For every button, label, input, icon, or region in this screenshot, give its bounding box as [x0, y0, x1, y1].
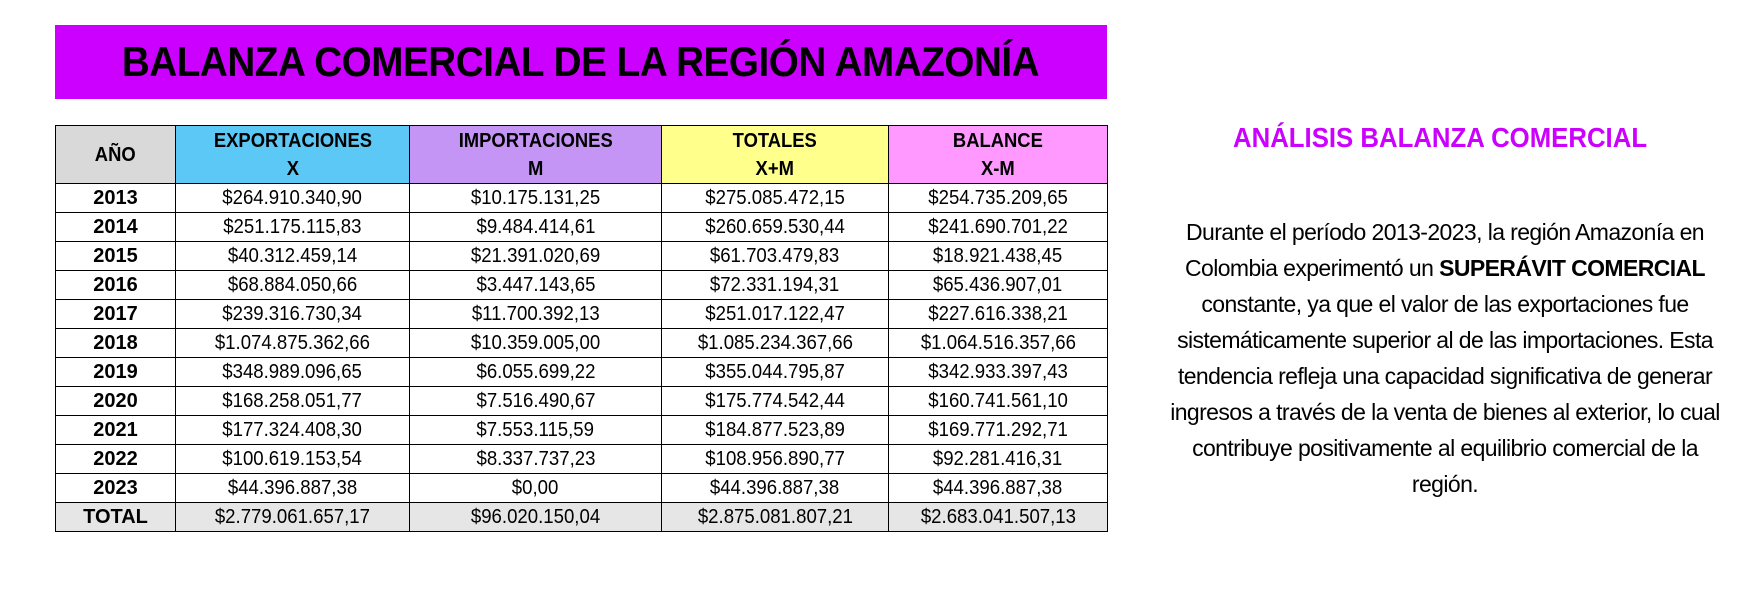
cell-balance: $169.771.292,71: [888, 415, 1108, 445]
analysis-text-bold: SUPERÁVIT COMERCIAL: [1439, 255, 1706, 281]
cell-imports: $7.516.490,67: [409, 386, 662, 416]
cell-totals: $72.331.194,31: [661, 270, 889, 300]
cell-year: 2018: [55, 328, 176, 358]
cell-year: 2023: [55, 473, 176, 503]
table-row: 2014 $251.175.115,83 $9.484.414,61 $260.659…: [55, 212, 1108, 242]
cell-total-label: TOTAL: [55, 502, 176, 532]
cell-total-totals: $2.875.081.807,21: [661, 502, 889, 532]
cell-exports: $100.619.153,54: [175, 444, 410, 474]
cell-imports: $10.359.005,00: [409, 328, 662, 358]
table-row: 2015 $40.312.459,14 $21.391.020,69 $61.703.…: [55, 241, 1108, 271]
cell-balance: $1.064.516.357,66: [888, 328, 1108, 358]
analysis-text-after: constante, ya que el valor de las export…: [1170, 291, 1720, 497]
table-row: 2021 $177.324.408,30 $7.553.115,59 $184.877…: [55, 415, 1108, 445]
cell-exports: $239.316.730,34: [175, 299, 410, 329]
header-totals: TOTALES X+M: [661, 125, 889, 184]
cell-balance: $160.741.561,10: [888, 386, 1108, 416]
cell-totals: $61.703.479,83: [661, 241, 889, 271]
title-banner: BALANZA COMERCIAL DE LA REGIÓN AMAZONÍA: [55, 25, 1107, 99]
cell-totals: $355.044.795,87: [661, 357, 889, 387]
cell-year: 2017: [55, 299, 176, 329]
cell-balance: $342.933.397,43: [888, 357, 1108, 387]
cell-balance: $227.616.338,21: [888, 299, 1108, 329]
cell-exports: $44.396.887,38: [175, 473, 410, 503]
cell-totals: $44.396.887,38: [661, 473, 889, 503]
table-row: 2020 $168.258.051,77 $7.516.490,67 $175.774…: [55, 386, 1108, 416]
cell-imports: $7.553.115,59: [409, 415, 662, 445]
cell-exports: $1.074.875.362,66: [175, 328, 410, 358]
cell-exports: $40.312.459,14: [175, 241, 410, 271]
cell-balance: $92.281.416,31: [888, 444, 1108, 474]
cell-total-exports: $2.779.061.657,17: [175, 502, 410, 532]
cell-totals: $251.017.122,47: [661, 299, 889, 329]
analysis-title: ANÁLISIS BALANZA COMERCIAL: [1232, 122, 1648, 153]
cell-exports: $264.910.340,90: [175, 183, 410, 213]
cell-year: 2020: [55, 386, 176, 416]
cell-year: 2014: [55, 212, 176, 242]
cell-exports: $168.258.051,77: [175, 386, 410, 416]
cell-year: 2016: [55, 270, 176, 300]
cell-year: 2015: [55, 241, 176, 271]
cell-exports: $68.884.050,66: [175, 270, 410, 300]
cell-imports: $0,00: [409, 473, 662, 503]
cell-imports: $21.391.020,69: [409, 241, 662, 271]
cell-balance: $241.690.701,22: [888, 212, 1108, 242]
table-header-row: AÑO EXPORTACIONES X IMPORTACIONES M TOTALE…: [55, 125, 1108, 184]
cell-imports: $10.175.131,25: [409, 183, 662, 213]
cell-imports: $11.700.392,13: [409, 299, 662, 329]
cell-year: 2013: [55, 183, 176, 213]
cell-exports: $177.324.408,30: [175, 415, 410, 445]
table-row: 2013 $264.910.340,90 $10.175.131,25 $275.08…: [55, 183, 1108, 213]
cell-balance: $65.436.907,01: [888, 270, 1108, 300]
cell-totals: $275.085.472,15: [661, 183, 889, 213]
cell-balance: $254.735.209,65: [888, 183, 1108, 213]
cell-exports: $251.175.115,83: [175, 212, 410, 242]
cell-totals: $1.085.234.367,66: [661, 328, 889, 358]
cell-totals: $175.774.542,44: [661, 386, 889, 416]
cell-total-balance: $2.683.041.507,13: [888, 502, 1108, 532]
cell-imports: $6.055.699,22: [409, 357, 662, 387]
cell-year: 2019: [55, 357, 176, 387]
analysis-text-before: Durante el período 2013-2023, la región …: [1185, 219, 1705, 281]
header-exports: EXPORTACIONES X: [175, 125, 410, 184]
table-row: 2017 $239.316.730,34 $11.700.392,13 $251.01…: [55, 299, 1108, 329]
cell-imports: $9.484.414,61: [409, 212, 662, 242]
header-imports: IMPORTACIONES M: [409, 125, 662, 184]
table-row: 2016 $68.884.050,66 $3.447.143,65 $72.331.1…: [55, 270, 1108, 300]
table-total-row: TOTAL $2.779.061.657,17 $96.020.150,04 $2.8…: [55, 502, 1108, 532]
cell-totals: $108.956.890,77: [661, 444, 889, 474]
cell-imports: $8.337.737,23: [409, 444, 662, 474]
header-year: AÑO: [55, 125, 176, 184]
cell-total-imports: $96.020.150,04: [409, 502, 662, 532]
table-row: 2022 $100.619.153,54 $8.337.737,23 $108.956…: [55, 444, 1108, 474]
cell-exports: $348.989.096,65: [175, 357, 410, 387]
header-balance: BALANCE X-M: [888, 125, 1108, 184]
cell-balance: $18.921.438,45: [888, 241, 1108, 271]
table-row: 2023 $44.396.887,38 $0,00 $44.396.887,38 $44…: [55, 473, 1108, 503]
trade-balance-table: AÑO EXPORTACIONES X IMPORTACIONES M TOTALE…: [55, 125, 1108, 532]
page-title: BALANZA COMERCIAL DE LA REGIÓN AMAZONÍA: [122, 38, 1040, 85]
cell-imports: $3.447.143,65: [409, 270, 662, 300]
cell-totals: $184.877.523,89: [661, 415, 889, 445]
cell-totals: $260.659.530,44: [661, 212, 889, 242]
cell-year: 2022: [55, 444, 176, 474]
cell-year: 2021: [55, 415, 176, 445]
table-row: 2019 $348.989.096,65 $6.055.699,22 $355.044…: [55, 357, 1108, 387]
cell-balance: $44.396.887,38: [888, 473, 1108, 503]
table-row: 2018 $1.074.875.362,66 $10.359.005,00 $1.08…: [55, 328, 1108, 358]
analysis-paragraph: Durante el período 2013-2023, la región …: [1165, 214, 1725, 502]
